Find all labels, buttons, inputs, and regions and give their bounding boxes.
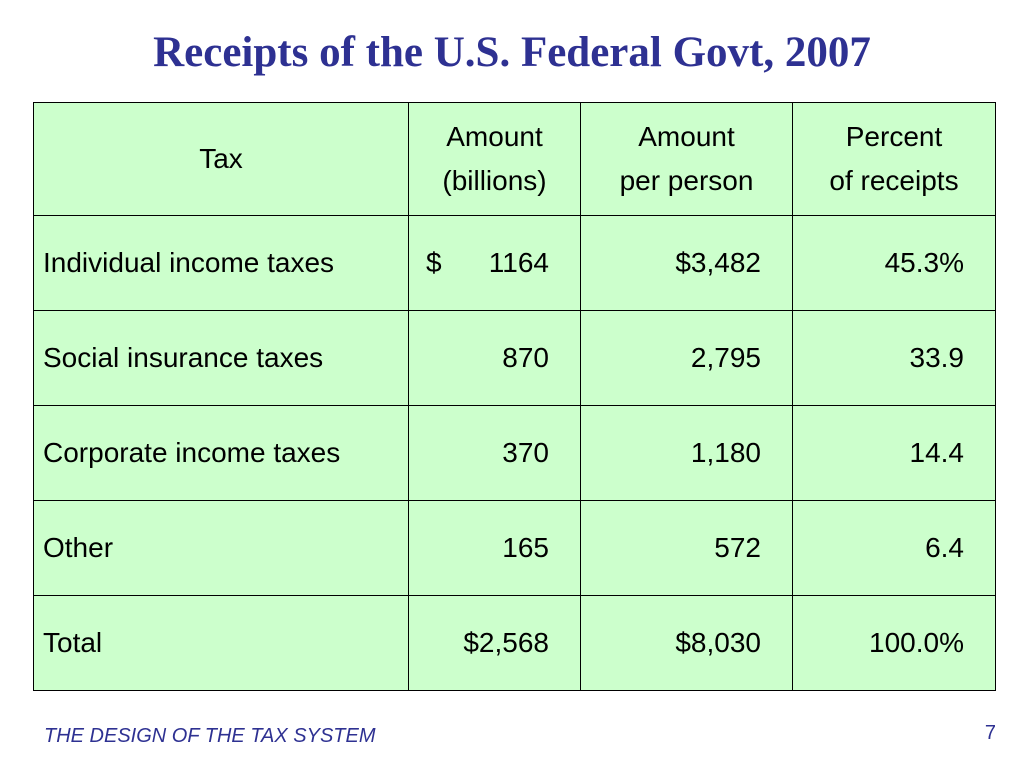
header-tax-label: Tax	[199, 143, 243, 174]
header-percent-line1: Percent	[845, 121, 943, 152]
header-percent-of-receipts: Percent of receipts	[792, 102, 996, 216]
slide-title: Receipts of the U.S. Federal Govt, 2007	[153, 29, 871, 76]
slide-page-number: 7	[984, 722, 996, 744]
tax-name-cell: Corporate income taxes	[33, 405, 409, 501]
table-row: Corporate income taxes 370 1,180 14.4	[33, 405, 996, 501]
percent-cell: 14.4	[792, 405, 996, 501]
total-per-person-cell: $8,030	[580, 595, 793, 691]
total-label-cell: Total	[33, 595, 409, 691]
amount-value: 1164	[488, 247, 549, 278]
per-person-cell: $3,482	[580, 215, 793, 311]
per-person-cell: 572	[580, 500, 793, 596]
tax-name-cell: Individual income taxes	[33, 215, 409, 311]
percent-cell: 6.4	[792, 500, 996, 596]
amount-cell: $ 1164	[408, 215, 581, 311]
per-person-cell: 2,795	[580, 310, 793, 406]
total-percent-cell: 100.0%	[792, 595, 996, 691]
table-row: Individual income taxes $ 1164 $3,482 45…	[33, 215, 996, 311]
per-person-cell: 1,180	[580, 405, 793, 501]
table-header-row: Tax Amount (billions) Amount per person …	[33, 102, 996, 216]
total-amount-cell: $2,568	[408, 595, 581, 691]
header-percent-line2: of receipts	[829, 165, 959, 196]
amount-cell: 370	[408, 405, 581, 501]
header-amount-per-person-line2: per person	[619, 165, 754, 196]
table-row: Social insurance taxes 870 2,795 33.9	[33, 310, 996, 406]
percent-cell: 45.3%	[792, 215, 996, 311]
header-tax: Tax	[33, 102, 409, 216]
amount-cell: 870	[408, 310, 581, 406]
amount-cell: 165	[408, 500, 581, 596]
currency-symbol: $	[426, 247, 442, 278]
tax-name-cell: Other	[33, 500, 409, 596]
header-amount-billions-line1: Amount	[446, 121, 543, 152]
slide-footer-text: THE DESIGN OF THE TAX SYSTEM	[44, 725, 376, 747]
total-row: Total $2,568 $8,030 100.0%	[33, 595, 996, 691]
table-row: Other 165 572 6.4	[33, 500, 996, 596]
header-amount-billions: Amount (billions)	[408, 102, 581, 216]
tax-receipts-table: Tax Amount (billions) Amount per person …	[33, 102, 996, 691]
tax-name-cell: Social insurance taxes	[33, 310, 409, 406]
header-amount-billions-line2: (billions)	[442, 165, 547, 196]
header-amount-per-person: Amount per person	[580, 102, 793, 216]
header-amount-per-person-line1: Amount	[638, 121, 735, 152]
percent-cell: 33.9	[792, 310, 996, 406]
